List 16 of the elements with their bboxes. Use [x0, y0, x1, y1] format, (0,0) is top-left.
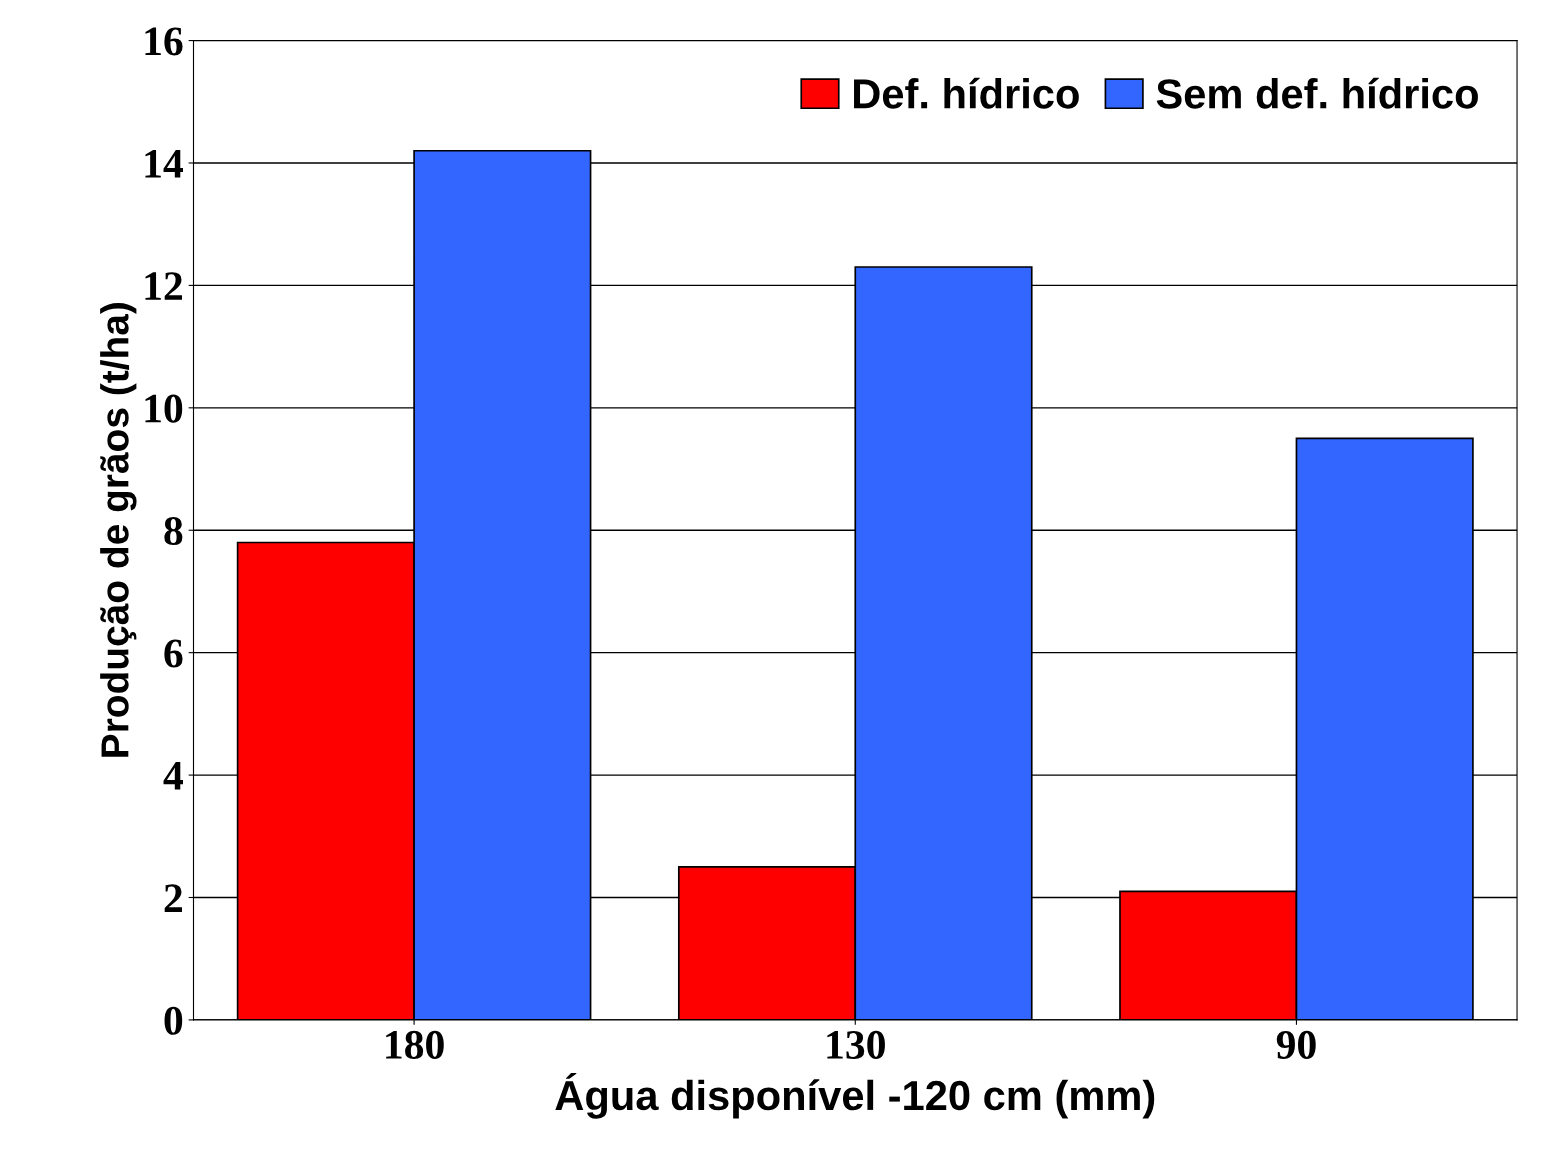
y-tick-label: 6	[164, 639, 183, 668]
y-tick-label: 10	[145, 394, 183, 423]
y-tick-label: 4	[163, 762, 183, 790]
y-tick-label: 14	[145, 149, 183, 178]
y-tick-label: 16	[145, 27, 183, 56]
y-tick-label: 0	[164, 1006, 183, 1035]
y-tick-label: 12	[145, 272, 182, 300]
legend-label: Sem def. hídrico	[1156, 77, 1478, 109]
y-axis-title: Produção de grãos (t/ha)	[100, 303, 137, 757]
x-tick-label: 130	[827, 1030, 885, 1059]
y-tick-label: 2	[164, 884, 182, 912]
legend-label: Def. hídrico	[854, 77, 1079, 109]
x-axis-title: Água disponível -120 cm (mm)	[555, 1072, 1155, 1119]
y-tick-label: 8	[164, 516, 183, 546]
x-tick-label: 180	[386, 1030, 444, 1059]
x-tick-label: 90	[1276, 1030, 1316, 1059]
